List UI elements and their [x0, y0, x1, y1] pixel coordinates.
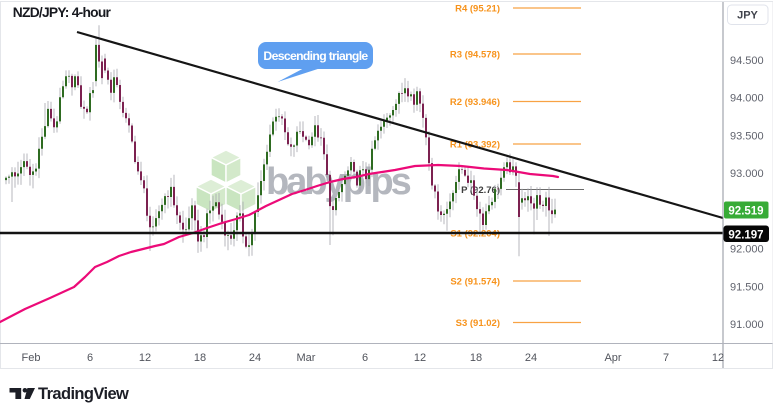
- svg-text:TradingView: TradingView: [38, 385, 129, 403]
- svg-text:93.000: 93.000: [730, 168, 764, 180]
- svg-text:94.500: 94.500: [730, 55, 764, 67]
- svg-text:12: 12: [139, 352, 151, 364]
- svg-text:Mar: Mar: [297, 352, 316, 364]
- svg-text:93.500: 93.500: [730, 130, 764, 142]
- svg-text:R1 (93.392): R1 (93.392): [450, 140, 500, 151]
- svg-text:S2 (91.574): S2 (91.574): [450, 277, 500, 288]
- svg-text:92.519: 92.519: [728, 205, 763, 217]
- svg-text:24: 24: [525, 352, 537, 364]
- svg-text:91.000: 91.000: [730, 319, 764, 331]
- svg-text:R3 (94.578): R3 (94.578): [450, 50, 500, 61]
- svg-text:Feb: Feb: [22, 352, 41, 364]
- svg-text:18: 18: [470, 352, 482, 364]
- svg-text:R2 (93.946): R2 (93.946): [450, 97, 500, 108]
- svg-text:Apr: Apr: [604, 352, 621, 364]
- svg-text:6: 6: [362, 352, 368, 364]
- svg-text:92.197: 92.197: [728, 229, 763, 241]
- svg-text:P (92.76): P (92.76): [461, 185, 500, 196]
- svg-text:12: 12: [414, 352, 426, 364]
- svg-text:JPY: JPY: [737, 10, 758, 22]
- svg-text:NZD/JPY: 4-hour: NZD/JPY: 4-hour: [13, 5, 112, 20]
- svg-text:S3 (91.02): S3 (91.02): [456, 318, 500, 329]
- svg-text:24: 24: [249, 352, 261, 364]
- svg-text:12: 12: [712, 352, 724, 364]
- svg-text:92.000: 92.000: [730, 244, 764, 256]
- svg-text:Descending triangle: Descending triangle: [263, 49, 368, 63]
- svg-text:94.000: 94.000: [730, 93, 764, 105]
- svg-text:91.500: 91.500: [730, 281, 764, 293]
- svg-text:7: 7: [663, 352, 669, 364]
- svg-text:6: 6: [87, 352, 93, 364]
- svg-text:R4 (95.21): R4 (95.21): [455, 4, 500, 15]
- svg-text:18: 18: [194, 352, 206, 364]
